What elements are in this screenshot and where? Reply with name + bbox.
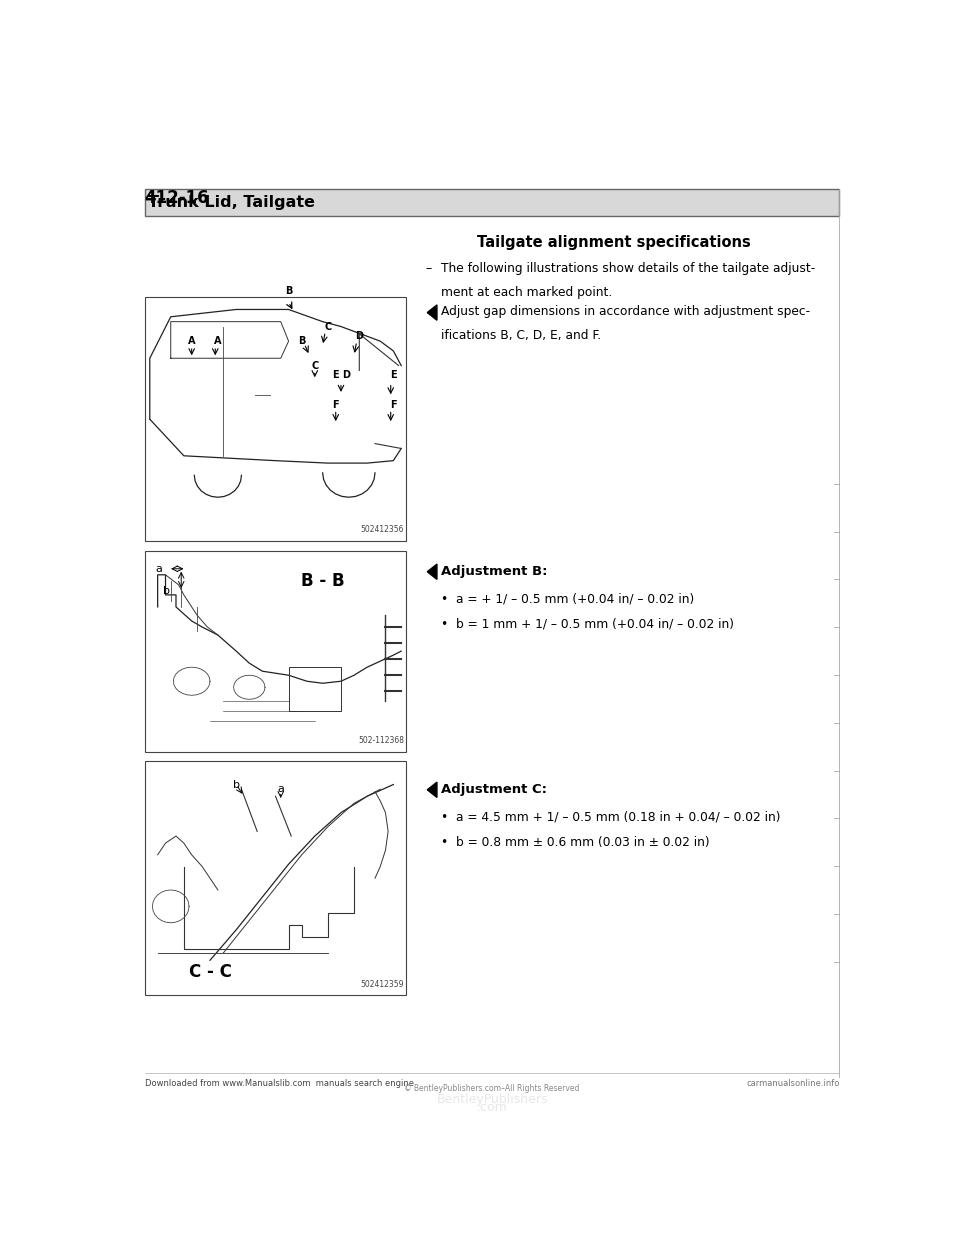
Text: Trunk Lid, Tailgate: Trunk Lid, Tailgate bbox=[148, 195, 315, 210]
Text: B - B: B - B bbox=[300, 571, 345, 590]
Text: E: E bbox=[390, 370, 396, 380]
Text: BentleyPublishers: BentleyPublishers bbox=[436, 1093, 548, 1105]
Text: C - C: C - C bbox=[188, 964, 231, 981]
Text: –: – bbox=[425, 262, 431, 274]
Text: Adjustment B:: Adjustment B: bbox=[442, 565, 548, 578]
Text: The following illustrations show details of the tailgate adjust-: The following illustrations show details… bbox=[442, 262, 816, 274]
Text: •  b = 1 mm + 1/ – 0.5 mm (+0.04 in/ – 0.02 in): • b = 1 mm + 1/ – 0.5 mm (+0.04 in/ – 0.… bbox=[442, 617, 734, 631]
Text: a: a bbox=[155, 564, 162, 574]
Text: •  a = + 1/ – 0.5 mm (+0.04 in/ – 0.02 in): • a = + 1/ – 0.5 mm (+0.04 in/ – 0.02 in… bbox=[442, 592, 695, 606]
Text: b: b bbox=[232, 780, 240, 790]
Text: B: B bbox=[298, 337, 305, 347]
Polygon shape bbox=[427, 306, 437, 320]
Text: Adjustment C:: Adjustment C: bbox=[442, 784, 547, 796]
Text: B: B bbox=[285, 287, 292, 297]
Text: •  b = 0.8 mm ± 0.6 mm (0.03 in ± 0.02 in): • b = 0.8 mm ± 0.6 mm (0.03 in ± 0.02 in… bbox=[442, 836, 710, 848]
Text: F: F bbox=[332, 400, 339, 410]
Text: 502-112368: 502-112368 bbox=[358, 735, 404, 745]
Polygon shape bbox=[427, 564, 437, 579]
Text: 502412359: 502412359 bbox=[361, 980, 404, 989]
Text: Tailgate alignment specifications: Tailgate alignment specifications bbox=[477, 235, 751, 250]
Text: F: F bbox=[390, 400, 396, 410]
Text: C: C bbox=[311, 360, 319, 370]
Text: A: A bbox=[188, 337, 196, 347]
Text: C: C bbox=[324, 322, 331, 332]
Text: ifications B, C, D, E, and F.: ifications B, C, D, E, and F. bbox=[442, 329, 602, 342]
Text: 412-16: 412-16 bbox=[145, 189, 209, 207]
Text: .com: .com bbox=[476, 1100, 508, 1114]
Text: Downloaded from www.Manualslib.com  manuals search engine: Downloaded from www.Manualslib.com manua… bbox=[145, 1078, 414, 1088]
Text: 502412356: 502412356 bbox=[361, 525, 404, 534]
Text: © BentleyPublishers.com–All Rights Reserved: © BentleyPublishers.com–All Rights Reser… bbox=[404, 1084, 580, 1093]
Text: Adjust gap dimensions in accordance with adjustment spec-: Adjust gap dimensions in accordance with… bbox=[442, 306, 810, 318]
Bar bbox=[145, 761, 406, 995]
Bar bbox=[145, 550, 406, 751]
Text: ment at each marked point.: ment at each marked point. bbox=[442, 286, 612, 299]
Text: A: A bbox=[214, 337, 222, 347]
Text: E: E bbox=[332, 370, 339, 380]
Text: b: b bbox=[163, 586, 170, 596]
Bar bbox=[145, 189, 839, 216]
Text: carmanualsonline.info: carmanualsonline.info bbox=[746, 1078, 839, 1088]
Text: •  a = 4.5 mm + 1/ – 0.5 mm (0.18 in + 0.04/ – 0.02 in): • a = 4.5 mm + 1/ – 0.5 mm (0.18 in + 0.… bbox=[442, 811, 780, 823]
Bar bbox=[145, 297, 406, 542]
Text: D: D bbox=[355, 332, 363, 342]
Text: a: a bbox=[277, 784, 284, 794]
Text: D: D bbox=[342, 370, 350, 380]
Polygon shape bbox=[427, 782, 437, 797]
